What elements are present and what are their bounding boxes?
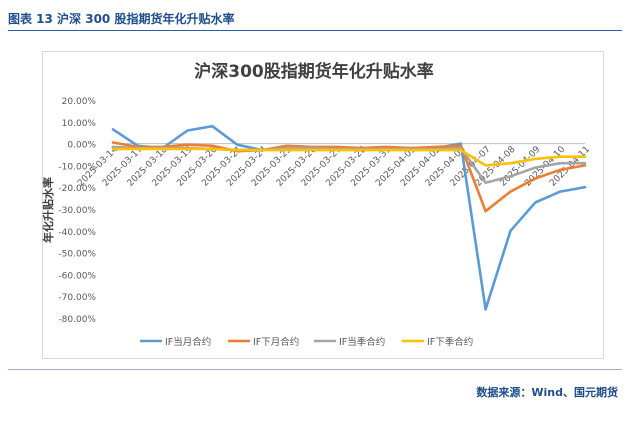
legend-label: IF当月合约 [165, 336, 211, 348]
y-tick-label: -30.00% [58, 206, 96, 216]
y-axis-label: 年化升贴水率 [41, 177, 55, 243]
series-line-4 [111, 147, 587, 167]
y-tick-label: -20.00% [58, 184, 96, 194]
y-tick-label: 0.00% [67, 141, 96, 151]
legend-label: IF当季合约 [339, 336, 385, 348]
y-tick-label: -40.00% [58, 228, 96, 238]
series-line-2 [111, 141, 587, 213]
y-tick-label: 10.00% [62, 119, 97, 129]
data-source: 数据来源：Wind、国元期货 [476, 386, 618, 399]
top-divider [8, 30, 622, 31]
chart-title: 沪深300股指期货年化升贴水率 [194, 61, 434, 82]
legend: IF当月合约 IF下月合约 IF当季合约 IF下季合约 [140, 336, 473, 348]
y-axis-ticks: 20.00% 10.00% 0.00% -10.00% -20.00% -30.00% -4… [58, 97, 96, 325]
legend-label: IF下月合约 [253, 336, 299, 348]
figure-caption: 图表 13 沪深 300 股指期货年化升贴水率 [8, 12, 235, 26]
legend-label: IF下季合约 [427, 336, 473, 348]
y-tick-label: -80.00% [58, 315, 96, 325]
y-tick-label: -10.00% [58, 162, 96, 172]
bottom-divider [8, 369, 622, 370]
y-tick-label: -50.00% [58, 250, 96, 260]
series-lines [111, 124, 587, 311]
y-tick-label: -60.00% [58, 271, 96, 281]
y-tick-label: -70.00% [58, 293, 96, 303]
y-tick-label: 20.00% [62, 97, 97, 107]
chart-frame [42, 51, 604, 359]
